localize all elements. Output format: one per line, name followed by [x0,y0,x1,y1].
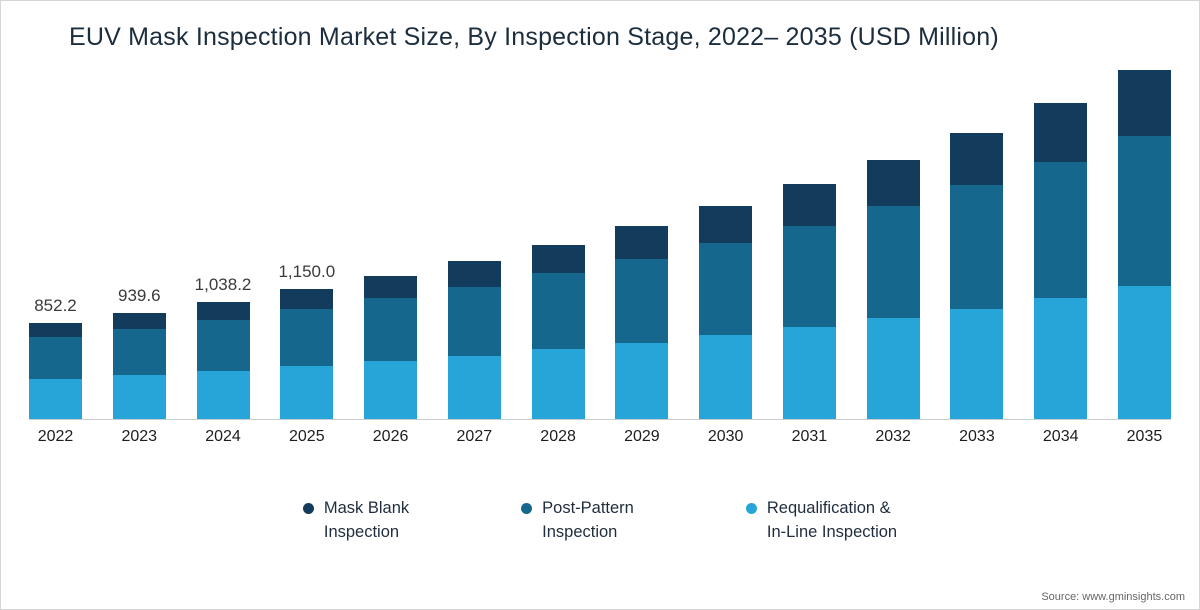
bar-segment-requalification-in-line-inspection [615,342,669,419]
x-axis-label-2025: 2025 [289,428,325,445]
chart-title: EUV Mask Inspection Market Size, By Insp… [69,23,999,51]
legend-item-requalification-in-line-inspection: Requalification & In-Line Inspection [745,497,898,545]
bar-segment-post-pattern-inspection [447,286,501,356]
legend-marker-icon [302,503,314,514]
bar-segment-mask-blank-inspection [112,312,166,329]
bar-2034 [1034,102,1088,419]
bar-segment-requalification-in-line-inspection [112,375,166,419]
bar-segment-requalification-in-line-inspection [1034,298,1088,419]
bar-2033 [950,132,1004,419]
legend-label: Mask Blank Inspection [323,499,410,541]
bar-segment-mask-blank-inspection [1117,70,1171,137]
bar-segment-mask-blank-inspection [531,244,585,274]
bar-segment-post-pattern-inspection [782,225,836,328]
bar-segment-post-pattern-inspection [866,206,920,319]
bar-2029 [615,226,669,419]
bar-2027 [447,260,501,419]
bar-2031 [782,184,836,419]
x-axis-label-2034: 2034 [1042,428,1079,445]
bar-segment-post-pattern-inspection [29,336,82,380]
x-axis-label-2026: 2026 [372,428,409,445]
x-axis: 2022 2023 2024 2025 2026 2027 2028 2029 2030 2031… [29,428,1171,446]
legend-label: Post-Pattern Inspection [542,499,634,541]
bar-segment-post-pattern-inspection [364,298,418,361]
x-axis-label-2027: 2027 [456,428,493,445]
bar-segment-requalification-in-line-inspection [196,371,250,419]
x-axis-label-2032: 2032 [875,428,911,445]
bar-segment-mask-blank-inspection [280,289,334,310]
x-axis-label-2024: 2024 [205,428,241,445]
x-axis-label-2030: 2030 [707,428,744,445]
x-axis-label-2023: 2023 [121,428,158,445]
bar-segment-requalification-in-line-inspection [866,318,920,419]
bar-segment-mask-blank-inspection [196,301,250,320]
bar-segment-mask-blank-inspection [1034,102,1088,162]
x-axis-label-2035: 2035 [1126,428,1163,445]
bar-segment-requalification-in-line-inspection [364,361,418,419]
bar-segment-requalification-in-line-inspection [447,355,501,419]
bar-value-label: 1,038.2 [194,274,252,294]
bar-2028 [531,244,585,419]
bar-2030 [699,206,753,419]
bar-segment-post-pattern-inspection [112,328,166,376]
x-axis-label-2029: 2029 [624,428,660,445]
bar-segment-requalification-in-line-inspection [950,308,1004,419]
x-axis-label-2033: 2033 [959,428,995,445]
legend-label: Requalification & In-Line Inspection [766,499,898,541]
legend-item-mask-blank-inspection: Mask Blank Inspection [302,497,410,545]
plot-area: 852.2 939.6 1,038.2 1,150.0 [29,61,1171,420]
x-axis-label-2031: 2031 [791,428,828,445]
legend: Mask Blank Inspection Post-Pattern Inspecti… [1,497,1199,545]
bar-segment-mask-blank-inspection [29,322,82,337]
legend-marker-icon [521,503,533,514]
bar-segment-requalification-in-line-inspection [1117,286,1171,419]
bar-2025: 1,150.0 [278,262,336,419]
bar-2026 [364,275,418,419]
x-axis-label-2028: 2028 [540,428,576,445]
bar-segment-post-pattern-inspection [1034,161,1088,298]
bar-segment-mask-blank-inspection [699,206,753,244]
bar-segment-post-pattern-inspection [531,273,585,350]
bar-value-label: 939.6 [117,285,161,305]
bar-segment-post-pattern-inspection [615,259,669,343]
bar-value-label: 1,150.0 [278,262,336,282]
source-text: Source: www.gminsights.com [1041,591,1185,603]
legend-marker-icon [745,503,757,514]
bar-2023: 939.6 [112,285,166,419]
bar-segment-post-pattern-inspection [699,243,753,336]
legend-item-post-pattern-inspection: Post-Pattern Inspection [521,497,634,545]
bar-segment-post-pattern-inspection [1117,136,1171,287]
bar-segment-requalification-in-line-inspection [782,327,836,419]
bar-segment-mask-blank-inspection [782,184,836,226]
bar-segment-mask-blank-inspection [364,275,418,299]
bar-segment-requalification-in-line-inspection [29,379,82,419]
bar-2024: 1,038.2 [194,274,252,419]
bar-segment-mask-blank-inspection [950,132,1004,186]
bar-segment-post-pattern-inspection [950,185,1004,309]
bar-segment-requalification-in-line-inspection [699,335,753,419]
bar-segment-mask-blank-inspection [866,159,920,207]
bar-segment-post-pattern-inspection [196,319,250,371]
bar-segment-mask-blank-inspection [615,226,669,260]
bar-segment-requalification-in-line-inspection [531,349,585,419]
bar-value-label: 852.2 [34,295,77,315]
bar-2035 [1117,70,1171,419]
bar-segment-requalification-in-line-inspection [280,366,334,419]
x-axis-label-2022: 2022 [37,428,74,445]
bar-2022: 852.2 [29,296,82,419]
bar-segment-mask-blank-inspection [447,260,501,287]
bar-segment-post-pattern-inspection [280,309,334,367]
bar-2032 [866,159,920,419]
